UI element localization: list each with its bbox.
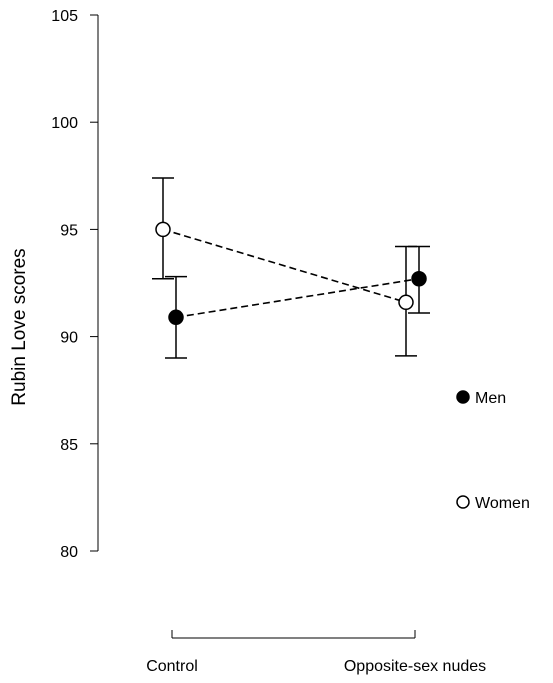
x-axis: Control Opposite-sex nudes bbox=[146, 630, 486, 675]
y-tick-label: 95 bbox=[60, 222, 78, 239]
legend-item-men: Men bbox=[456, 390, 506, 407]
legend: Men Women bbox=[456, 390, 530, 512]
x-tick-label: Control bbox=[146, 658, 198, 675]
data-point bbox=[168, 309, 184, 326]
series-line bbox=[175, 277, 420, 319]
y-tick-label: 105 bbox=[51, 8, 78, 25]
y-tick-label: 85 bbox=[60, 437, 78, 454]
series-layer bbox=[152, 177, 430, 359]
x-tick-label: Opposite-sex nudes bbox=[344, 658, 486, 675]
y-axis-title: Rubin Love scores bbox=[9, 248, 30, 405]
legend-marker bbox=[456, 390, 470, 404]
legend-marker bbox=[456, 495, 470, 509]
data-point bbox=[155, 221, 171, 238]
y-axis: 80 85 90 95 100 105 bbox=[51, 8, 99, 561]
y-tick-label: 90 bbox=[60, 330, 78, 347]
series-men bbox=[165, 245, 430, 359]
legend-label: Women bbox=[475, 495, 530, 512]
y-tick-label: 100 bbox=[51, 115, 78, 132]
series-line bbox=[162, 228, 407, 304]
data-point bbox=[398, 294, 414, 311]
legend-item-women: Women bbox=[456, 495, 530, 512]
series-women bbox=[152, 177, 417, 357]
y-tick-label: 80 bbox=[60, 544, 78, 561]
data-point bbox=[411, 270, 427, 287]
legend-label: Men bbox=[475, 390, 506, 407]
